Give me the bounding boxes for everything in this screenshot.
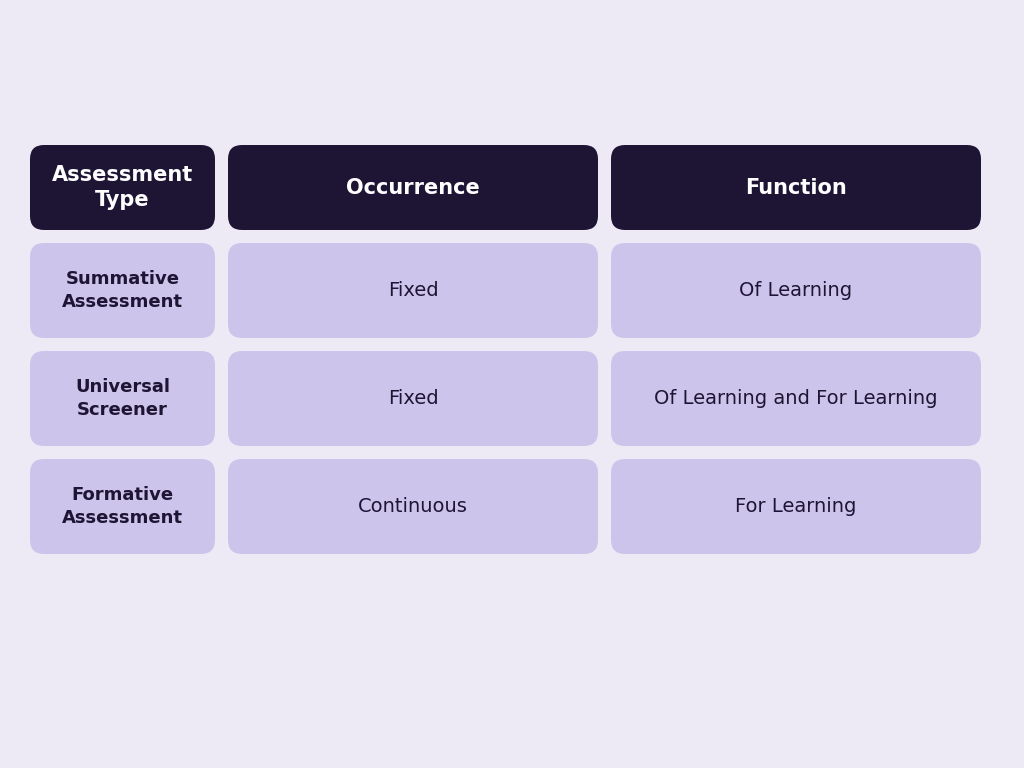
Text: Continuous: Continuous <box>358 497 468 516</box>
Text: Summative
Assessment: Summative Assessment <box>62 270 183 310</box>
Text: Formative
Assessment: Formative Assessment <box>62 486 183 527</box>
FancyBboxPatch shape <box>30 243 215 338</box>
FancyBboxPatch shape <box>30 459 215 554</box>
Text: Universal
Screener: Universal Screener <box>75 379 170 419</box>
Text: Occurrence: Occurrence <box>346 177 480 197</box>
FancyBboxPatch shape <box>611 243 981 338</box>
Text: Of Learning: Of Learning <box>739 281 853 300</box>
FancyBboxPatch shape <box>611 459 981 554</box>
FancyBboxPatch shape <box>228 459 598 554</box>
FancyBboxPatch shape <box>228 243 598 338</box>
FancyBboxPatch shape <box>30 351 215 446</box>
FancyBboxPatch shape <box>30 145 215 230</box>
Text: Of Learning and For Learning: Of Learning and For Learning <box>654 389 938 408</box>
FancyBboxPatch shape <box>611 351 981 446</box>
FancyBboxPatch shape <box>228 351 598 446</box>
FancyBboxPatch shape <box>611 145 981 230</box>
Text: Assessment
Type: Assessment Type <box>52 165 194 210</box>
Text: For Learning: For Learning <box>735 497 857 516</box>
FancyBboxPatch shape <box>228 145 598 230</box>
Text: Function: Function <box>745 177 847 197</box>
Text: Fixed: Fixed <box>388 281 438 300</box>
Text: Fixed: Fixed <box>388 389 438 408</box>
